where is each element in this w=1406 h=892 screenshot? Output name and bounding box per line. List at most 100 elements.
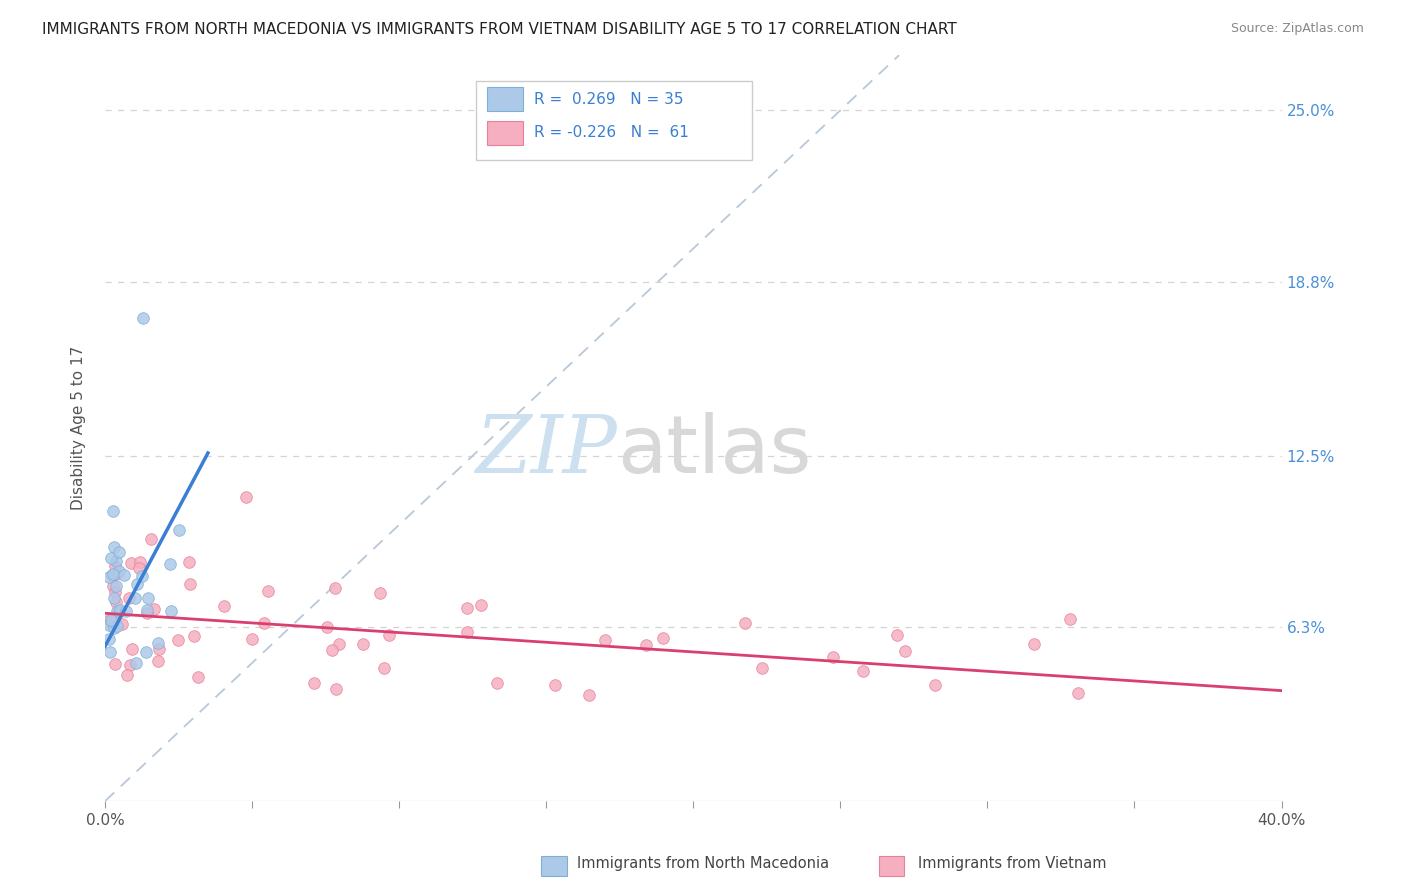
Point [321,643,343,657]
Point [1022,637,1045,651]
Point [593,632,616,647]
Point [924,678,946,692]
Bar [488,120,523,145]
Point [103,559,125,574]
Point [127,577,149,591]
Point [734,616,756,631]
Point [132,310,155,325]
Point [143,601,166,615]
Point [103,540,125,554]
Point [325,681,347,696]
Point [101,567,124,582]
Point [131,569,153,583]
Point [136,591,159,605]
Point [146,654,169,668]
Point [352,637,374,651]
Point [105,604,128,618]
Point [135,644,157,658]
Point [111,616,134,631]
Point [97,632,120,646]
Point [751,661,773,675]
Point [821,650,844,665]
Point [323,581,346,595]
Point [100,614,122,628]
Point [456,625,478,640]
Point [124,591,146,605]
Point [118,591,141,605]
Point [146,635,169,649]
Point [316,620,339,634]
Text: IMMIGRANTS FROM NORTH MACEDONIA VS IMMIGRANTS FROM VIETNAM DISABILITY AGE 5 TO 1: IMMIGRANTS FROM NORTH MACEDONIA VS IMMIG… [42,22,957,37]
Point [125,656,148,670]
Point [651,631,673,645]
Point [328,637,350,651]
Point [183,629,205,643]
Point [240,632,263,646]
Point [100,645,122,659]
Point [179,577,201,591]
Text: Immigrants from North Macedonia: Immigrants from North Macedonia [576,856,830,871]
Point [101,504,124,518]
Point [212,599,235,613]
Point [104,657,127,671]
Point [373,661,395,675]
Point [886,628,908,642]
Point [105,618,128,632]
Point [187,670,209,684]
Text: Immigrants from Vietnam: Immigrants from Vietnam [918,856,1107,871]
Point [115,668,138,682]
Point [104,584,127,599]
Point [129,555,152,569]
Point [103,621,125,635]
Point [852,664,875,678]
Point [544,678,567,692]
Point [136,603,159,617]
Point [470,598,492,612]
Y-axis label: Disability Age 5 to 17: Disability Age 5 to 17 [72,346,86,510]
Text: R = -0.226   N =  61: R = -0.226 N = 61 [534,125,689,140]
Point [139,532,162,546]
Point [370,586,392,600]
Bar [488,87,523,112]
Point [634,638,657,652]
Point [103,567,125,582]
Point [100,551,122,566]
Point [97,618,120,632]
Point [98,613,121,627]
Point [104,567,127,582]
Point [108,564,131,578]
Point [107,544,129,558]
Point [167,524,190,538]
Text: R =  0.269   N = 35: R = 0.269 N = 35 [534,92,683,107]
Point [101,579,124,593]
Point [378,628,401,642]
Point [894,643,917,657]
Point [1067,686,1090,700]
Point [105,595,128,609]
Text: Source: ZipAtlas.com: Source: ZipAtlas.com [1230,22,1364,36]
Point [485,676,508,690]
Point [253,615,276,630]
Point [167,633,190,648]
Point [97,570,120,584]
Point [302,675,325,690]
Point [136,606,159,620]
Point [235,490,257,504]
Point [1059,612,1081,626]
FancyBboxPatch shape [475,81,752,160]
Point [456,601,478,615]
Point [103,591,125,605]
Point [121,642,143,657]
Point [257,584,280,599]
Point [100,613,122,627]
Point [120,556,142,570]
Point [148,642,170,657]
Point [120,657,142,672]
Point [159,558,181,572]
Point [105,554,128,568]
Point [115,604,138,618]
Point [112,567,135,582]
Point [107,605,129,619]
Point [104,579,127,593]
Text: ZIP: ZIP [475,412,617,490]
